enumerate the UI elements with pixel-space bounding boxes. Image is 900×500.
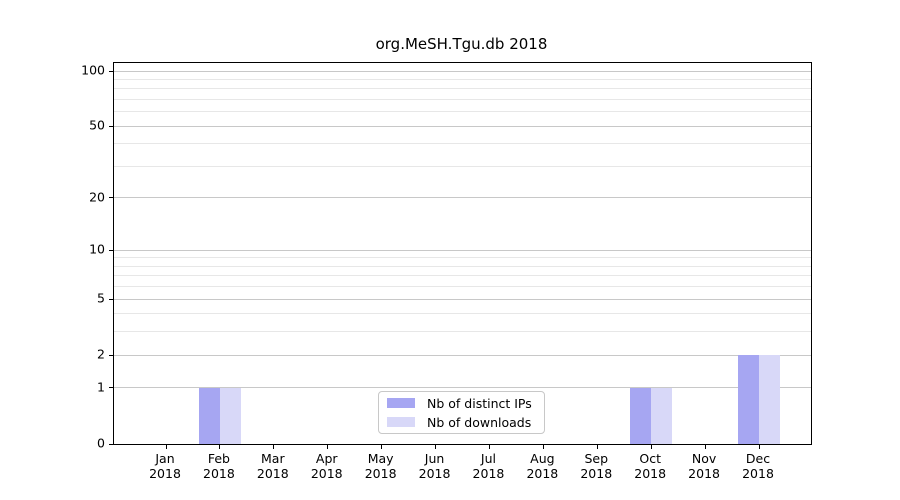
gridline-major-2 [114,354,811,356]
x-axis-label-year-10: 2018 [688,466,720,481]
x-axis-label-8: Sep 2018 [556,451,636,481]
x-axis-label-year-8: 2018 [580,466,613,481]
gridline-minor-6 [114,286,811,288]
y-axis-label-5: 5 [97,290,105,306]
plot-area [109,62,812,449]
x-axis-label-year-9: 2018 [634,466,667,481]
x-axis-tick-6 [488,444,490,449]
x-axis-label-month-0: Jan [155,451,175,466]
x-axis-label-9: Oct 2018 [610,451,690,481]
y-axis-tick-100 [109,70,114,72]
gridline-minor-90 [114,78,811,80]
y-axis-label-1: 1 [97,379,105,395]
legend-label-distinct-ips: Nb of distinct IPs [427,395,532,411]
x-axis-label-month-3: Apr [315,451,338,466]
bar-distinct-ips-feb [198,387,220,444]
x-axis-tick-0 [165,444,167,449]
bar-distinct-ips-dec [738,355,759,444]
y-axis-label-100: 100 [81,62,105,78]
x-axis-label-month-9: Oct [639,451,661,466]
x-axis-label-month-5: Jun [424,451,445,466]
gridline-minor-60 [114,111,811,113]
x-axis-label-1: Feb 2018 [179,451,259,481]
x-axis-tick-3 [327,444,329,449]
x-axis-tick-10 [704,444,706,449]
x-axis-label-10: Nov 2018 [664,451,744,481]
y-axis-tick-1 [109,387,114,389]
gridline-major-1 [114,387,811,389]
x-axis-label-6: Jul 2018 [448,451,528,481]
x-axis-label-year-3: 2018 [310,466,343,481]
x-axis-label-month-4: May [367,451,394,466]
gridline-major-20 [114,197,811,199]
x-axis-label-month-11: Dec [745,451,771,466]
x-axis-tick-9 [650,444,652,449]
y-axis-label-2: 2 [97,346,105,362]
bar-downloads-dec [759,355,780,444]
bar-downloads-oct [651,387,673,444]
y-axis-label-10: 10 [89,241,105,257]
x-axis-label-year-6: 2018 [472,466,505,481]
x-axis-label-year-7: 2018 [526,466,559,481]
x-axis-tick-2 [273,444,275,449]
y-axis-tick-0 [109,443,114,445]
bar-downloads-feb [219,387,241,444]
x-axis-label-month-10: Nov [691,451,717,466]
gridline-major-100 [114,70,811,72]
x-axis-tick-5 [435,444,437,449]
y-axis-label-0: 0 [97,435,105,451]
x-axis-label-5: Jun 2018 [395,451,475,481]
x-axis-label-year-2: 2018 [256,466,289,481]
legend-swatch-downloads [387,417,415,427]
x-axis-tick-7 [542,444,544,449]
x-axis-label-year-1: 2018 [203,466,235,481]
y-axis-tick-50 [109,125,114,127]
legend-item-distinct-ips: Nb of distinct IPs [387,396,536,411]
gridline-minor-3 [114,331,811,333]
gridline-minor-70 [114,98,811,100]
x-axis-label-year-4: 2018 [364,466,397,481]
x-axis-tick-4 [381,444,383,449]
x-axis-label-month-6: Jul [480,451,496,466]
gridline-major-5 [114,298,811,300]
x-axis-tick-11 [758,444,760,449]
gridline-minor-40 [114,143,811,145]
gridline-minor-7 [114,275,811,277]
gridline-minor-8 [114,265,811,267]
y-axis-tick-2 [109,354,114,356]
legend-item-downloads: Nb of downloads [387,415,536,430]
chart-title: org.MeSH.Tgu.db 2018 [375,35,548,53]
gridline-minor-80 [114,88,811,90]
gridline-major-50 [114,125,811,127]
gridline-minor-4 [114,313,811,315]
x-axis-label-year-11: 2018 [742,466,774,481]
x-axis-label-year-0: 2018 [149,466,181,481]
bar-distinct-ips-oct [630,387,652,444]
x-axis-tick-8 [596,444,598,449]
y-axis-label-20: 20 [89,189,105,205]
x-axis-label-month-2: Mar [261,451,285,466]
gridline-minor-9 [114,257,811,259]
x-axis-label-month-1: Feb [207,451,230,466]
gridline-minor-30 [114,165,811,167]
y-axis-tick-5 [109,298,114,300]
gridline-major-10 [114,249,811,251]
x-axis-tick-1 [219,444,221,449]
y-axis-tick-20 [109,197,114,199]
x-axis-label-month-7: Aug [530,451,555,466]
x-axis-label-7: Aug 2018 [502,451,582,481]
legend-label-downloads: Nb of downloads [427,414,532,430]
x-axis-label-2: Mar 2018 [233,451,313,481]
x-axis-label-0: Jan 2018 [125,451,205,481]
legend-swatch-distinct-ips [387,398,415,408]
y-axis-tick-10 [109,249,114,251]
legend: Nb of distinct IPs Nb of downloads [378,391,545,434]
x-axis-label-month-8: Sep [584,451,609,466]
x-axis-label-year-5: 2018 [418,466,451,481]
y-axis-label-50: 50 [89,117,105,133]
x-axis-label-3: Apr 2018 [287,451,367,481]
x-axis-label-4: May 2018 [341,451,421,481]
x-axis-label-11: Dec 2018 [718,451,798,481]
